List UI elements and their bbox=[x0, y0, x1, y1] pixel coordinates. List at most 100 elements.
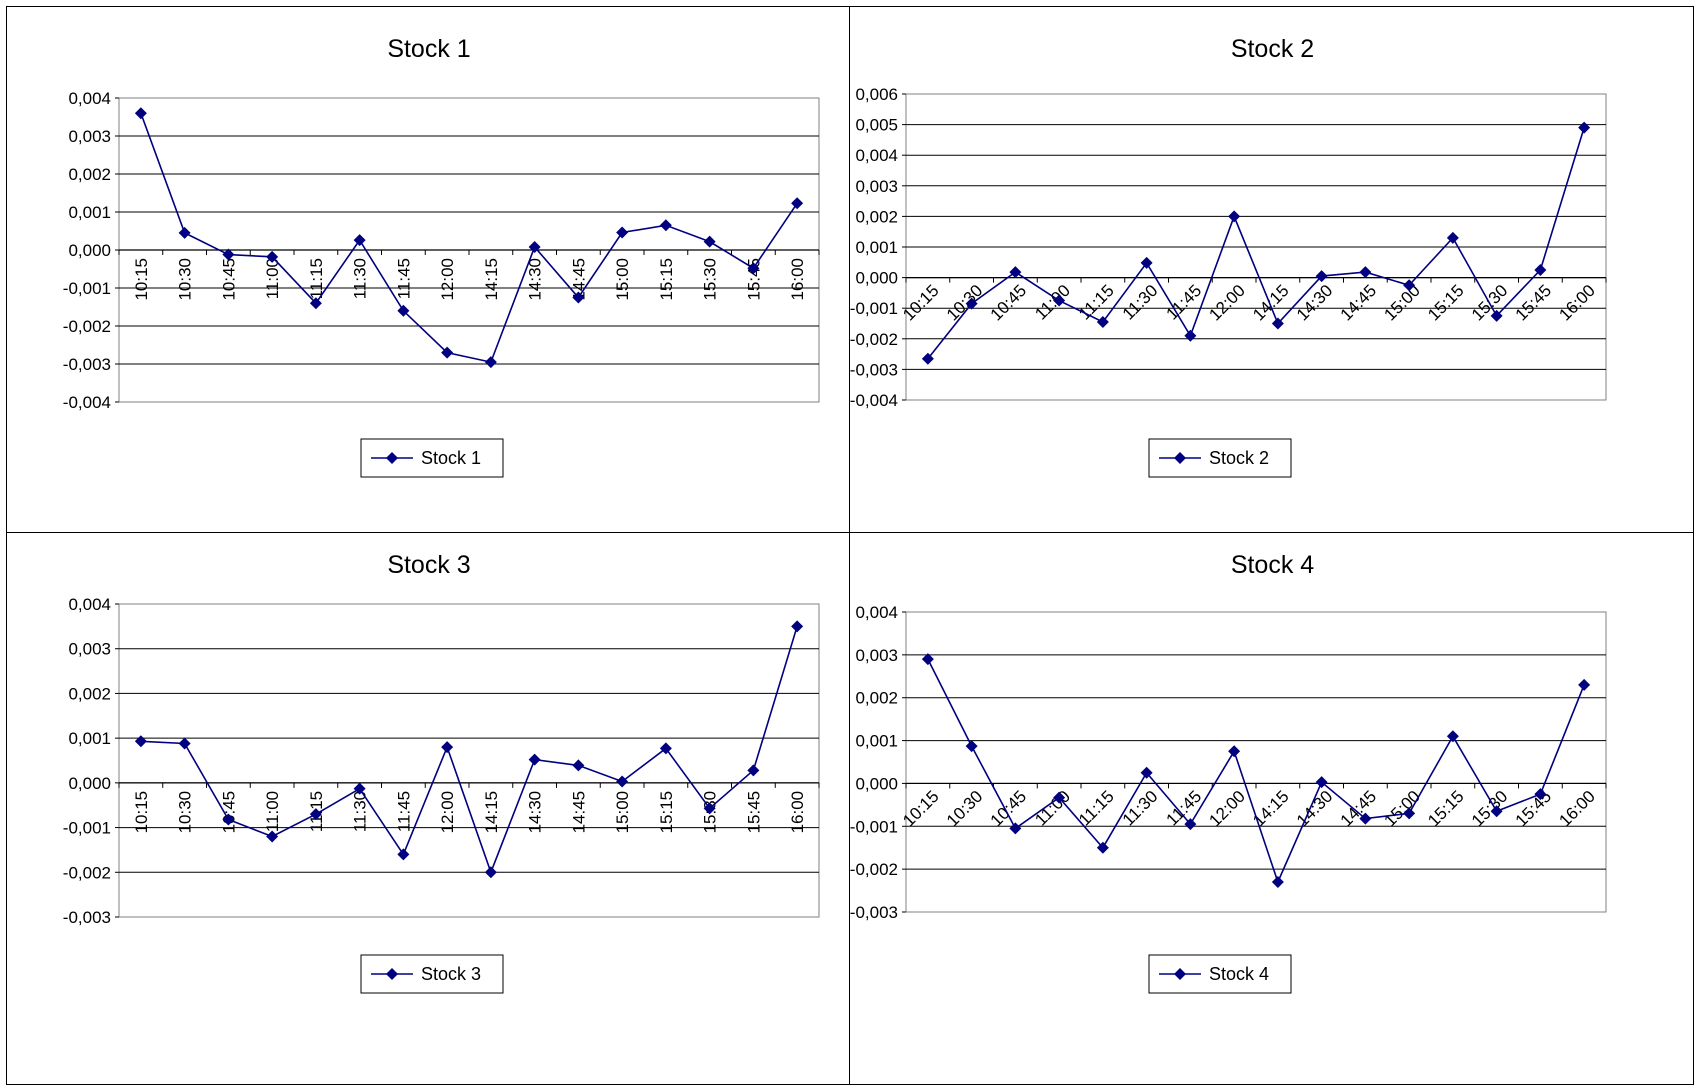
data-point bbox=[134, 735, 147, 748]
data-point bbox=[703, 235, 716, 248]
y-tick-label: 0,002 bbox=[855, 689, 898, 708]
data-point bbox=[747, 262, 760, 275]
x-tick-label: 15:00 bbox=[613, 791, 632, 834]
data-point bbox=[572, 291, 585, 304]
data-point bbox=[441, 741, 454, 754]
data-point bbox=[659, 219, 672, 232]
x-tick-label: 10:30 bbox=[176, 791, 195, 834]
plot-area bbox=[118, 603, 820, 918]
x-tick-label: 10:15 bbox=[132, 258, 151, 301]
data-point bbox=[1053, 294, 1066, 307]
data-point bbox=[1490, 309, 1503, 322]
y-tick-label: 0,003 bbox=[855, 646, 898, 665]
x-tick-label: 16:00 bbox=[788, 258, 807, 301]
series-line bbox=[927, 658, 1585, 885]
data-point bbox=[1315, 270, 1328, 283]
x-tick-label: 11:15 bbox=[307, 258, 326, 299]
y-tick-label: -0,001 bbox=[850, 299, 898, 318]
data-point bbox=[178, 737, 191, 750]
y-tick-label: -0,003 bbox=[850, 360, 898, 379]
data-point bbox=[1009, 822, 1022, 835]
series-line bbox=[927, 127, 1585, 360]
x-tick-label: 16:00 bbox=[788, 791, 807, 834]
y-tick-label: 0,006 bbox=[855, 85, 898, 104]
data-point bbox=[1315, 776, 1328, 789]
y-tick-label: 0,004 bbox=[855, 146, 898, 165]
y-tick-label: -0,004 bbox=[850, 391, 898, 410]
data-point bbox=[747, 764, 760, 777]
x-tick-label: 14:45 bbox=[569, 791, 588, 834]
y-tick-label: -0,003 bbox=[63, 908, 111, 927]
data-point bbox=[1578, 678, 1591, 691]
y-tick-label: -0,003 bbox=[850, 903, 898, 922]
data-point bbox=[441, 346, 454, 359]
data-point bbox=[134, 107, 147, 120]
y-tick-label: -0,002 bbox=[63, 863, 111, 882]
chart-svg: Stock 3 0,004 0,003 0,002 0,001 0,000 -0,001 -0… bbox=[63, 551, 820, 994]
data-point bbox=[1096, 315, 1109, 328]
y-tick-label: -0,002 bbox=[850, 860, 898, 879]
y-tick-label: 0,000 bbox=[855, 269, 898, 288]
y-tick-label: 0,000 bbox=[855, 774, 898, 793]
data-point bbox=[1446, 730, 1459, 743]
y-tick-label: -0,001 bbox=[63, 279, 111, 298]
y-tick-label: 0,003 bbox=[68, 127, 111, 146]
y-tick-label: -0,001 bbox=[63, 819, 111, 838]
y-tick-label: 0,002 bbox=[855, 207, 898, 226]
x-tick-label: 10:45 bbox=[219, 791, 238, 834]
data-point bbox=[309, 297, 322, 310]
x-tick-label: 10:15 bbox=[132, 791, 151, 834]
data-point bbox=[1403, 807, 1416, 820]
data-point bbox=[1446, 231, 1459, 244]
chart-title: Stock 3 bbox=[387, 551, 470, 579]
data-point bbox=[1359, 812, 1372, 825]
y-tick-label: 0,004 bbox=[855, 603, 898, 622]
y-tick-label: 0,000 bbox=[68, 774, 111, 793]
data-point bbox=[1228, 210, 1241, 223]
data-point bbox=[659, 742, 672, 755]
x-tick-label: 14:15 bbox=[482, 791, 501, 834]
data-point bbox=[616, 226, 629, 239]
y-tick-label: 0,002 bbox=[68, 165, 111, 184]
data-point bbox=[965, 740, 978, 753]
x-tick-label: 11:45 bbox=[394, 791, 413, 832]
data-point bbox=[921, 653, 934, 666]
legend-marker bbox=[386, 452, 398, 464]
x-tick-label: 11:00 bbox=[263, 258, 282, 299]
chart-panel-stock-3: Stock 3 0,004 0,003 0,002 0,001 0,000 -0,001 -0… bbox=[6, 532, 850, 1085]
data-point bbox=[1096, 841, 1109, 854]
data-point bbox=[1578, 121, 1591, 134]
data-point bbox=[397, 848, 410, 861]
data-point bbox=[1403, 279, 1416, 292]
y-tick-label: -0,002 bbox=[850, 330, 898, 349]
y-tick-label: 0,001 bbox=[855, 732, 898, 751]
y-tick-label: 0,001 bbox=[855, 238, 898, 257]
chart-title: Stock 2 bbox=[1231, 35, 1314, 63]
data-point bbox=[1053, 791, 1066, 804]
x-tick-label: 15:30 bbox=[701, 258, 720, 301]
x-tick-label: 14:15 bbox=[482, 258, 501, 301]
data-point bbox=[484, 356, 497, 369]
x-tick-label: 15:15 bbox=[657, 791, 676, 834]
chart-svg: Stock 4 0,004 0,003 0,002 0,001 0,000 -0,001 -0… bbox=[850, 551, 1607, 994]
data-point bbox=[528, 240, 541, 253]
legend-marker bbox=[1174, 968, 1186, 980]
x-tick-label: 11:30 bbox=[351, 791, 370, 832]
data-point bbox=[266, 250, 279, 263]
data-point bbox=[1228, 745, 1241, 758]
legend-marker bbox=[386, 968, 398, 980]
chart-svg: Stock 2 0,006 0,005 0,004 0,003 0,002 0,001 0,0… bbox=[850, 35, 1607, 478]
y-tick-label: -0,003 bbox=[63, 355, 111, 374]
x-tick-label: 10:30 bbox=[176, 258, 195, 301]
x-tick-label: 11:30 bbox=[351, 258, 370, 299]
data-point bbox=[921, 352, 934, 365]
y-tick-label: 0,000 bbox=[68, 241, 111, 260]
chart-title: Stock 4 bbox=[1231, 551, 1314, 579]
legend-label: Stock 2 bbox=[1209, 448, 1269, 468]
legend-label: Stock 4 bbox=[1209, 964, 1269, 984]
data-point bbox=[1359, 266, 1372, 279]
data-point bbox=[484, 866, 497, 879]
series-line bbox=[140, 112, 798, 364]
data-point bbox=[1534, 788, 1547, 801]
data-point bbox=[309, 808, 322, 821]
